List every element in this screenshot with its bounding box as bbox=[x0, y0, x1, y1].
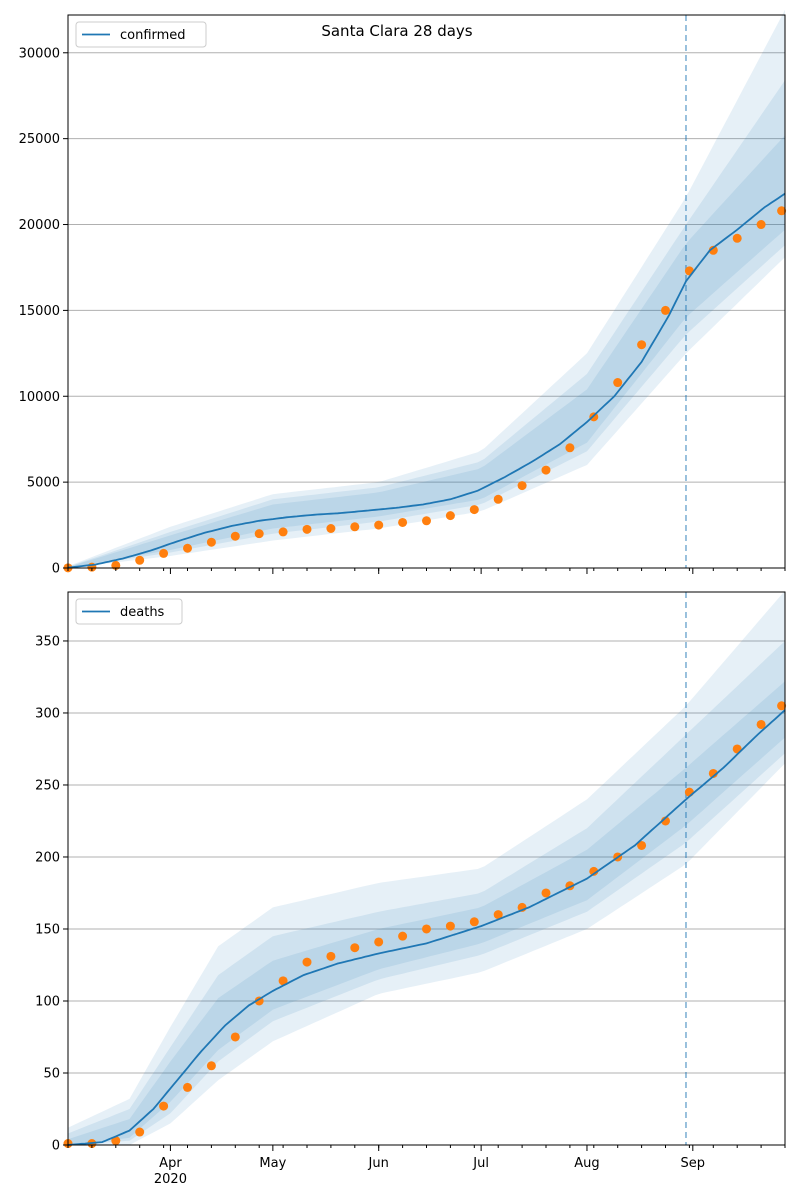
observed-point bbox=[230, 1032, 240, 1042]
observed-point bbox=[159, 1101, 169, 1111]
observed-point bbox=[493, 494, 503, 504]
observed-point bbox=[159, 548, 169, 558]
observed-point bbox=[708, 245, 718, 255]
uncertainty-band bbox=[68, 135, 785, 568]
observed-point bbox=[278, 527, 288, 537]
y-tick-label: 200 bbox=[35, 850, 60, 865]
observed-point bbox=[777, 206, 787, 216]
legend-box bbox=[75, 598, 183, 625]
legend-label: deaths bbox=[120, 605, 165, 620]
observed-point bbox=[230, 531, 240, 541]
y-tick-label: 30000 bbox=[19, 46, 60, 61]
observed-point bbox=[326, 951, 336, 961]
observed-point bbox=[183, 1082, 192, 1092]
observed-point bbox=[350, 522, 360, 532]
observed-point bbox=[398, 931, 408, 941]
y-tick-label: 350 bbox=[35, 634, 60, 649]
x-tick-label: Jun bbox=[368, 1156, 389, 1171]
x-year-label: 2020 bbox=[154, 1172, 187, 1187]
observed-point bbox=[756, 220, 766, 230]
legend-label: confirmed bbox=[120, 28, 186, 43]
y-tick-label: 25000 bbox=[19, 132, 60, 147]
observed-point bbox=[422, 516, 431, 526]
model-line bbox=[67, 709, 786, 1146]
x-tick-label: Aug bbox=[574, 1156, 599, 1171]
observed-point bbox=[637, 840, 647, 850]
y-tick-label: 150 bbox=[35, 922, 60, 937]
confirmed-panel: 0 5000 10000 15000 20000 25000 30000 confirmed bbox=[19, 9, 787, 577]
observed-point bbox=[445, 511, 455, 521]
observed-point bbox=[183, 543, 192, 553]
observed-point bbox=[469, 505, 479, 515]
observed-point bbox=[613, 378, 623, 388]
observed-point bbox=[135, 1127, 145, 1137]
observed-point bbox=[565, 443, 575, 453]
observed-point bbox=[350, 943, 360, 953]
y-tick-label: 10000 bbox=[19, 390, 60, 405]
legend-box bbox=[75, 21, 207, 48]
observed-point bbox=[302, 524, 312, 534]
observed-point bbox=[541, 465, 551, 475]
observed-point bbox=[398, 517, 408, 527]
observed-point bbox=[374, 937, 384, 947]
uncertainty-band bbox=[68, 9, 785, 569]
y-tick-label: 15000 bbox=[19, 304, 60, 319]
y-tick-label: 300 bbox=[35, 706, 60, 721]
y-tick-label: 20000 bbox=[19, 218, 60, 233]
observed-point bbox=[278, 976, 288, 986]
observed-point bbox=[517, 481, 527, 491]
observed-point bbox=[589, 866, 599, 876]
observed-point bbox=[111, 1136, 121, 1146]
observed-point bbox=[206, 1061, 216, 1071]
observed-point bbox=[661, 305, 670, 315]
observed-point bbox=[756, 719, 766, 729]
y-tick-label: 5000 bbox=[27, 476, 60, 491]
observed-point bbox=[374, 520, 384, 530]
uncertainty-band bbox=[68, 641, 785, 1145]
observed-point bbox=[493, 910, 503, 920]
observed-point bbox=[135, 555, 145, 565]
y-tick-label: 0 bbox=[52, 562, 60, 577]
x-tick-label: Apr bbox=[159, 1156, 182, 1171]
chart-title: Santa Clara 28 days bbox=[321, 22, 472, 40]
observed-point bbox=[445, 921, 455, 931]
observed-point bbox=[326, 524, 336, 533]
observed-point bbox=[422, 924, 431, 934]
observed-point bbox=[777, 701, 787, 711]
uncertainty-band bbox=[68, 80, 785, 568]
deaths-panel: 0 50 100 150 200 250 300 350 Apr May Jun Jul Aug Sep 2… bbox=[35, 590, 787, 1187]
x-tick-label: Sep bbox=[681, 1156, 706, 1171]
y-tick-label: 0 bbox=[52, 1139, 60, 1154]
observed-point bbox=[637, 340, 647, 350]
y-tick-label: 100 bbox=[35, 994, 60, 1009]
observed-point bbox=[206, 537, 216, 547]
observed-point bbox=[708, 768, 718, 778]
observed-point bbox=[541, 888, 551, 898]
model-line bbox=[67, 192, 786, 569]
observed-point bbox=[732, 233, 742, 243]
observed-point bbox=[302, 957, 312, 967]
x-tick-label: Jul bbox=[472, 1156, 489, 1171]
observed-point bbox=[254, 529, 264, 539]
y-tick-label: 50 bbox=[43, 1066, 60, 1081]
x-tick-label: May bbox=[259, 1156, 286, 1171]
observed-point bbox=[469, 917, 479, 927]
y-tick-label: 250 bbox=[35, 778, 60, 793]
